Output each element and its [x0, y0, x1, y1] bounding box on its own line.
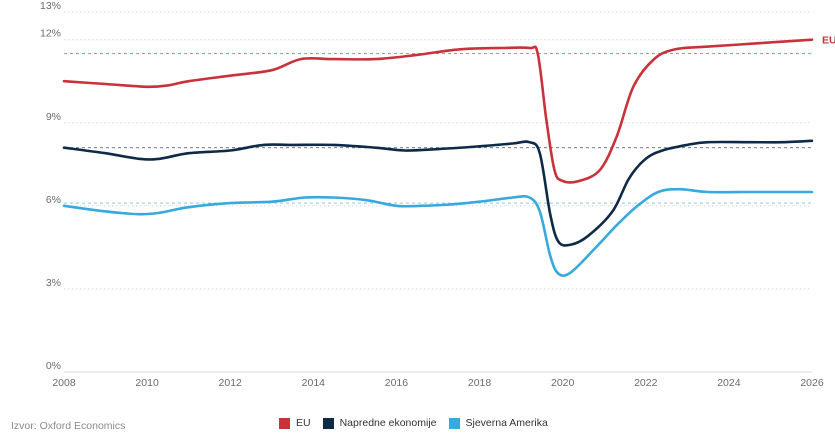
legend-swatch-eu	[279, 417, 290, 429]
legend-swatch-sjeverna-amerika	[448, 417, 460, 429]
y-tick-label: 12%	[40, 28, 61, 40]
x-tick-label: 2026	[800, 377, 824, 389]
legend-label-eu: EU	[296, 417, 311, 429]
x-tick-label: 2008	[52, 377, 76, 389]
legend-item-eu: EU	[279, 417, 311, 429]
series-lines	[62, 38, 814, 277]
source-note: Izvor: Oxford Economics	[11, 420, 126, 432]
x-tick-label: 2014	[302, 377, 326, 389]
x-tick-label: 2018	[468, 377, 492, 389]
end-labels: EU	[822, 35, 835, 47]
series-line-sjeverna-amerika	[62, 187, 814, 277]
end-label-eu: EU	[822, 35, 835, 47]
x-tick-label: 2024	[717, 377, 741, 389]
y-tick-label: 9%	[46, 111, 61, 123]
x-tick-label: 2022	[634, 377, 658, 389]
reference-lines	[64, 53, 812, 204]
series-line-eu	[62, 38, 814, 184]
series-line-napredne-ekonomije	[62, 139, 814, 247]
x-tick-label: 2010	[135, 377, 159, 389]
y-axis-ticks: 0% 3% 6% 9% 12% 13%	[40, 0, 61, 372]
x-tick-label: 2020	[551, 377, 575, 389]
gridlines	[64, 11, 812, 373]
legend-swatch-napredne-ekonomije	[322, 417, 334, 429]
legend-label-sjeverna-amerika: Sjeverna Amerika	[465, 417, 548, 429]
y-tick-label: 6%	[46, 194, 61, 206]
y-tick-label: 3%	[46, 277, 61, 289]
legend-item-napredne-ekonomije: Napredne ekonomije	[322, 417, 437, 429]
legend: EU Napredne ekonomije Sjeverna Amerika	[279, 417, 560, 429]
x-tick-label: 2012	[219, 377, 243, 389]
x-axis-ticks: 2008 2010 2012 2014 2016 2018 2020 2022 2024 2026	[52, 377, 824, 389]
y-tick-label: 0%	[46, 360, 61, 372]
legend-label-napredne-ekonomije: Napredne ekonomije	[339, 417, 437, 429]
legend-item-sjeverna-amerika: Sjeverna Amerika	[448, 417, 548, 429]
x-tick-label: 2016	[385, 377, 409, 389]
y-tick-label: 13%	[40, 0, 61, 12]
